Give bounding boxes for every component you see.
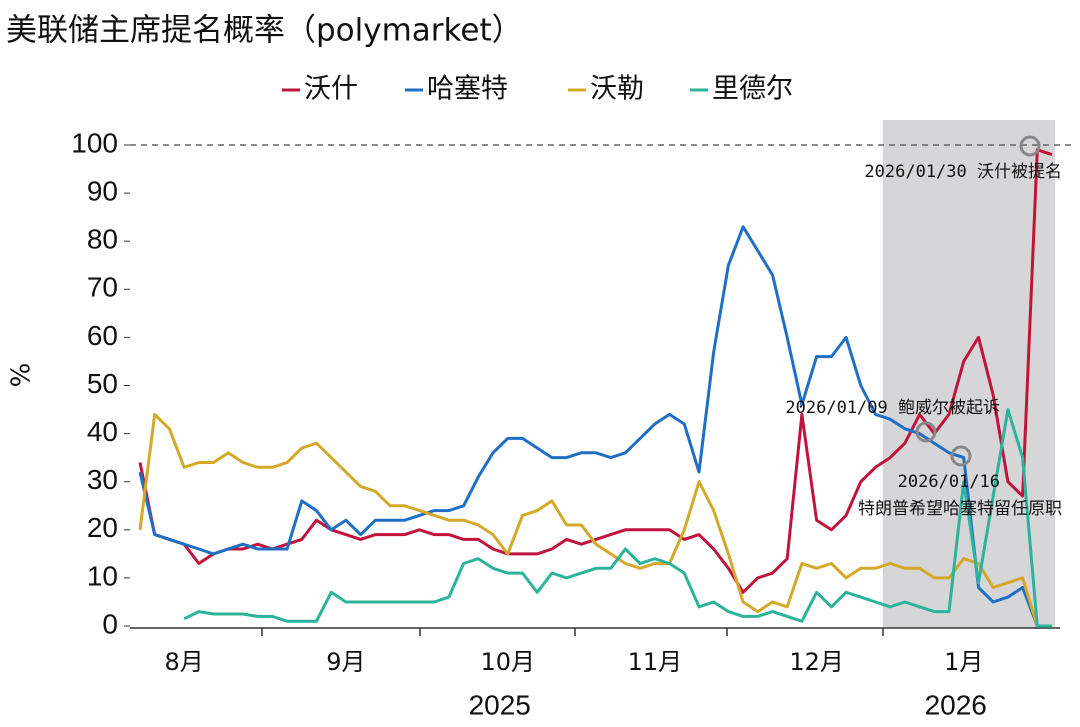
legend-label: 里德尔	[712, 74, 793, 105]
y-tick-label: 40	[87, 416, 118, 447]
y-tick-label: 50	[87, 368, 118, 399]
x-tick-label: 11月	[628, 648, 683, 676]
annotation: 特朗普希望哈塞特留任原职	[858, 499, 1062, 519]
x-tick-label: 12月	[789, 648, 844, 676]
annotation-marker	[915, 421, 937, 443]
annotation: 2026/01/09 鲍威尔被起诉	[785, 398, 1000, 418]
y-tick-label: 10	[87, 560, 118, 591]
y-tick-label: 70	[87, 272, 118, 303]
x-tick-label: 9月	[326, 648, 365, 676]
x-axis-ticks	[261, 628, 884, 636]
y-tick-label: 60	[87, 320, 118, 351]
legend-label: 沃勒	[590, 74, 644, 105]
x-tick-label: 1月	[944, 648, 983, 676]
y-tick-label: 0	[102, 608, 118, 639]
y-tick-label: 80	[87, 224, 118, 255]
chart-title: 美联储主席提名概率（polymarket）	[6, 13, 523, 49]
annotation-marker	[950, 445, 972, 467]
y-tick-label: 30	[87, 464, 118, 495]
annotation-marker	[1019, 135, 1041, 157]
x-tick-label: 10月	[480, 648, 535, 676]
series-line	[183, 408, 1052, 628]
annotation: 2026/01/30 沃什被提名	[864, 162, 1062, 182]
year-label: 2026	[925, 689, 987, 720]
series-line	[138, 148, 1053, 594]
annotation: 2026/01/16	[898, 472, 1000, 492]
legend-label: 沃什	[304, 74, 358, 105]
x-tick-label: 8月	[164, 648, 203, 676]
y-tick-label: 100	[71, 127, 118, 158]
series-line	[138, 412, 1052, 628]
y-tick-label: 90	[87, 175, 118, 206]
y-axis-label: %	[7, 363, 37, 388]
legend-label: 哈塞特	[427, 74, 508, 105]
series-line	[138, 225, 1052, 628]
year-label: 2025	[469, 689, 531, 720]
y-tick-label: 20	[87, 512, 118, 543]
